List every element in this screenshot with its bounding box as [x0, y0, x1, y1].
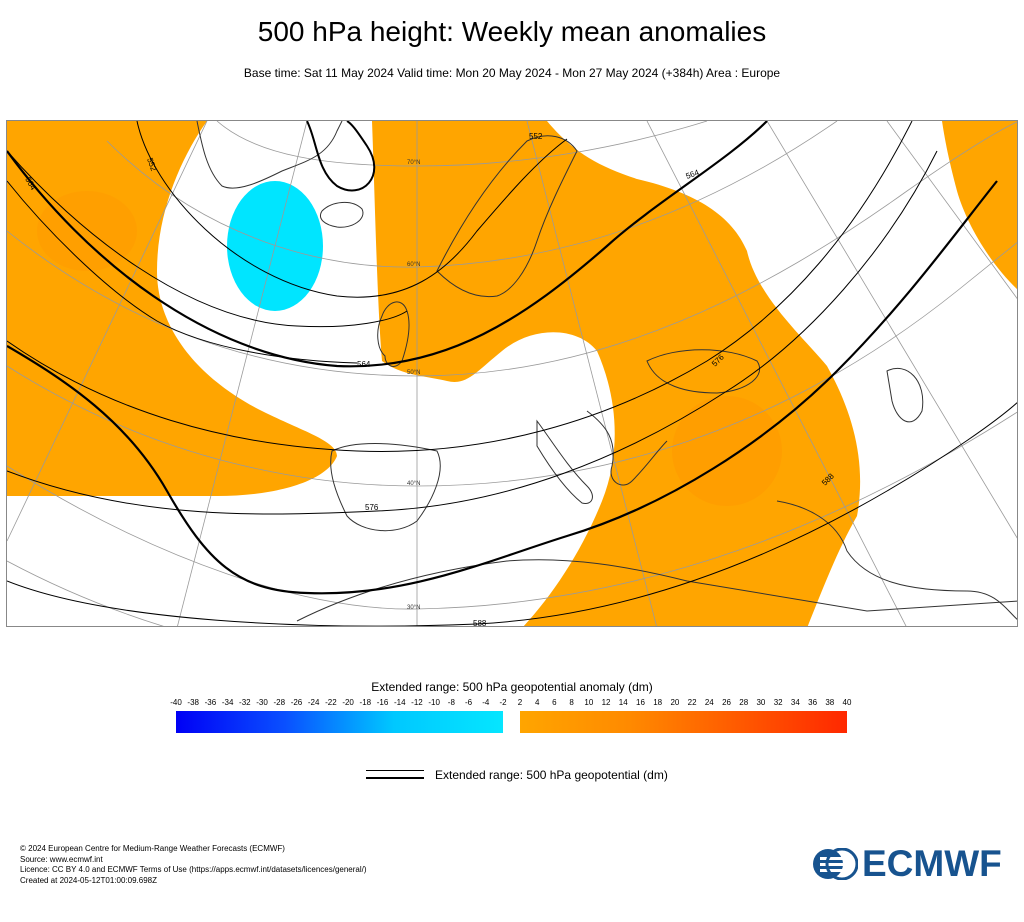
tick-label: -30 [256, 698, 268, 707]
tick-label: 22 [687, 698, 697, 707]
tick-label: 20 [670, 698, 680, 707]
black-sea-coast [646, 349, 760, 394]
contour-588-b [7, 402, 1017, 626]
tick-label: 24 [704, 698, 714, 707]
tick-label: -36 [204, 698, 217, 707]
balkans-coast [586, 410, 668, 486]
italy-coast [536, 419, 593, 505]
tick-label: 32 [773, 698, 783, 707]
contour-label: 552 [145, 157, 158, 173]
contour-label: 588 [473, 619, 487, 627]
contour-564-b [7, 121, 913, 452]
greenland-coast [196, 121, 343, 189]
tick-label: 18 [653, 698, 663, 707]
logo-text: ECMWF [862, 843, 1002, 884]
tick-label: 4 [534, 698, 540, 707]
thick-line-sample [366, 777, 424, 779]
tick-label: -34 [221, 698, 234, 707]
caspian-coast [886, 367, 924, 423]
north-africa-coast [296, 559, 1017, 622]
tick-label: 30 [756, 698, 766, 707]
contour-564 [7, 121, 768, 368]
tick-label: 40 [842, 698, 852, 707]
footer-line: Created at 2024-05-12T01:00:09.698Z [20, 875, 157, 885]
geopotential-contours [7, 121, 1017, 626]
positive-color-bar [520, 711, 847, 733]
ecmwf-logo: ECMWF [812, 843, 1007, 884]
contour-line-key [366, 770, 424, 780]
middle-east-coast [776, 500, 1017, 620]
chart-title: 500 hPa height: Weekly mean anomalies [257, 16, 767, 47]
tick-label: -4 [482, 698, 490, 707]
contour-line-label: Extended range: 500 hPa geopotential (dm… [435, 768, 668, 782]
contour-label: 552 [529, 132, 543, 141]
footer-line: © 2024 European Centre for Medium-Range … [20, 844, 285, 853]
tick-label: 14 [618, 698, 628, 707]
tick-label: -14 [393, 698, 406, 707]
latitude-label: 70°N [407, 160, 420, 166]
tick-label: -22 [325, 698, 337, 707]
tick-label: -18 [359, 698, 372, 707]
positive-anomaly-area-east [942, 121, 1017, 290]
latitude-label: 50°N [407, 370, 420, 376]
tick-label: 2 [517, 698, 523, 707]
legend-title: Extended range: 500 hPa geopotential ano… [371, 680, 653, 694]
tick-label: 6 [552, 698, 557, 707]
contour-552-a [7, 150, 408, 328]
tick-label: -38 [187, 698, 199, 707]
tick-label: 26 [722, 698, 731, 707]
contour-576 [7, 150, 938, 515]
tick-label: -12 [411, 698, 423, 707]
contour-label: 576 [365, 503, 379, 512]
stronger-anomaly-blob-west [37, 191, 137, 271]
coastlines [196, 121, 1017, 622]
contour-588 [7, 180, 998, 595]
tick-label: 38 [825, 698, 835, 707]
tick-label: -8 [447, 698, 455, 707]
tick-label: -16 [376, 698, 389, 707]
iberia-coast [330, 443, 441, 532]
iceland-coast [320, 202, 364, 228]
latitude-labels: 70°N 60°N 50°N 40°N 30°N [407, 160, 420, 611]
stronger-anomaly-blob [672, 396, 782, 506]
tick-label: -26 [290, 698, 303, 707]
tick-label: -10 [428, 698, 440, 707]
tick-label: -20 [342, 698, 354, 707]
tick-label: 16 [636, 698, 645, 707]
tick-label: 28 [739, 698, 749, 707]
tick-label: 34 [790, 698, 800, 707]
contour-west-loop [7, 180, 358, 364]
latitude-label: 40°N [407, 481, 420, 487]
tick-label: 8 [569, 698, 574, 707]
latitude-label: 30°N [407, 605, 420, 611]
tick-label: -24 [307, 698, 320, 707]
tick-label: -6 [465, 698, 473, 707]
ecmwf-logo-icon [813, 848, 858, 880]
map-svg: 552 552 564 564 576 576 588 588 564 70°N… [7, 121, 1017, 627]
tick-label: -28 [273, 698, 286, 707]
tick-label: 36 [808, 698, 818, 707]
positive-tick-labels: 2 4 6 8 10 12 14 16 18 20 22 24 26 28 30 32 34 36 38 40 [517, 698, 852, 710]
footer-credits: © 2024 European Centre for Medium-Range … [20, 844, 367, 886]
contour-552-b [136, 121, 568, 298]
tick-label: -40 [170, 698, 182, 707]
tick-label: 12 [601, 698, 611, 707]
contour-greenland-loop [306, 121, 376, 192]
tick-label: 10 [584, 698, 594, 707]
footer-line: Source: www.ecmwf.int [20, 854, 103, 864]
footer-line: Licence: CC BY 4.0 and ECMWF Terms of Us… [20, 865, 367, 874]
negative-tick-labels: -40 -38 -36 -34 -32 -30 -28 -26 -24 -22 -20 -18 -16-… [170, 698, 507, 710]
negative-color-bar [176, 711, 503, 733]
thin-line-sample [366, 770, 424, 771]
chart-subtitle: Base time: Sat 11 May 2024 Valid time: M… [243, 66, 781, 80]
scandinavia-coast [436, 135, 578, 298]
anomaly-map: 552 552 564 564 576 576 588 588 564 70°N… [6, 120, 1018, 627]
latitude-label: 60°N [407, 262, 420, 268]
tick-label: -32 [239, 698, 251, 707]
positive-anomaly-area-central [372, 121, 861, 626]
contour-label: 564 [685, 168, 701, 181]
tick-label: -2 [499, 698, 507, 707]
contour-label: 564 [357, 360, 371, 369]
